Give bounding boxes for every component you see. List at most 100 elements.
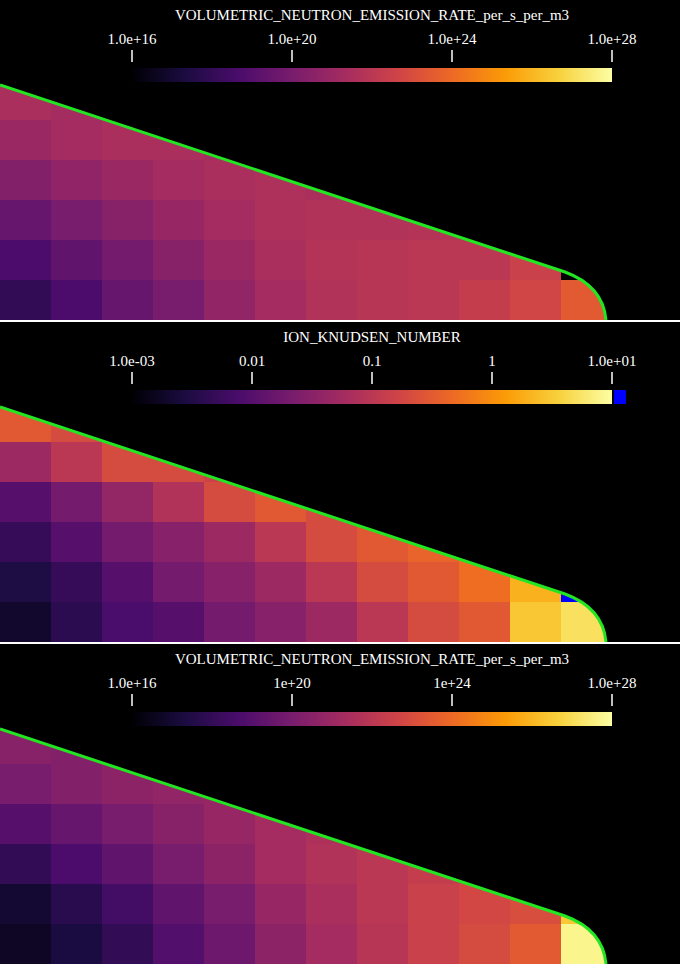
cell: [153, 602, 205, 643]
tick: [131, 694, 133, 706]
tick-label: 1e+20: [273, 675, 311, 691]
cell: [306, 724, 358, 765]
cell: [255, 522, 307, 563]
cell: [51, 522, 103, 563]
cell: [153, 442, 205, 483]
cell: [102, 280, 154, 321]
cell: [357, 160, 409, 201]
cell: [102, 482, 154, 523]
cell: [408, 884, 460, 925]
cell: [0, 844, 52, 885]
cell: [510, 724, 562, 765]
cell: [306, 924, 358, 964]
cell: [153, 804, 205, 845]
cell: [459, 442, 511, 483]
cell: [102, 924, 154, 964]
cell: [459, 844, 511, 885]
cell: [255, 924, 307, 964]
cell: [204, 280, 256, 321]
colorbar: [132, 390, 612, 404]
cell: [51, 240, 103, 281]
panel: VOLUMETRIC_NEUTRON_EMISSION_RATE_per_s_p…: [0, 7, 636, 321]
cell: [204, 602, 256, 643]
cell: [204, 80, 256, 121]
tick: [451, 694, 453, 706]
cell: [510, 522, 562, 563]
cell: [459, 280, 511, 321]
cell: [561, 80, 613, 121]
cell: [357, 482, 409, 523]
cell: [51, 764, 103, 805]
cell: [204, 844, 256, 885]
cell: [51, 442, 103, 483]
cell: [255, 884, 307, 925]
cell: [51, 402, 103, 443]
cell: [561, 200, 613, 241]
cell: [459, 804, 511, 845]
cell: [306, 884, 358, 925]
cell: [510, 804, 562, 845]
cell: [459, 764, 511, 805]
cell: [408, 482, 460, 523]
cell: [102, 80, 154, 121]
cell: [153, 120, 205, 161]
cell: [561, 482, 613, 523]
cell: [510, 442, 562, 483]
cell: [255, 240, 307, 281]
cell: [561, 522, 613, 563]
colorbar: [132, 68, 612, 82]
cell: [408, 120, 460, 161]
cell: [459, 402, 511, 443]
cell: [357, 884, 409, 925]
tick: [371, 372, 373, 384]
separator: [0, 642, 680, 644]
cell: [102, 562, 154, 603]
tick-label: 1.0e+28: [588, 31, 637, 47]
cell: [408, 160, 460, 201]
cell: [204, 724, 256, 765]
cell: [204, 402, 256, 443]
tick-label: 1: [488, 353, 496, 369]
cell: [459, 160, 511, 201]
cell: [510, 240, 562, 281]
cell: [408, 804, 460, 845]
cell: [357, 402, 409, 443]
tick: [451, 50, 453, 62]
cell: [51, 804, 103, 845]
cell: [510, 562, 562, 603]
cell: [510, 482, 562, 523]
separator: [0, 320, 680, 322]
tick-label: 1e+24: [433, 675, 471, 691]
cell: [357, 442, 409, 483]
cell: [255, 442, 307, 483]
cell: [102, 804, 154, 845]
cell: [153, 402, 205, 443]
colorbar-title: VOLUMETRIC_NEUTRON_EMISSION_RATE_per_s_p…: [175, 651, 569, 667]
cell: [204, 200, 256, 241]
cell: [510, 160, 562, 201]
cell: [459, 120, 511, 161]
cell: [153, 924, 205, 964]
colorbar: [132, 712, 612, 726]
cell: [0, 240, 52, 281]
cell: [357, 804, 409, 845]
cell: [408, 924, 460, 964]
cell: [459, 482, 511, 523]
cell: [306, 120, 358, 161]
cell: [51, 120, 103, 161]
colorbar-over: [614, 390, 626, 404]
cell: [306, 602, 358, 643]
cell: [408, 562, 460, 603]
cell: [153, 160, 205, 201]
cell: [561, 724, 613, 765]
panel: ION_KNUDSEN_NUMBER1.0e-030.010.111.0e+01: [0, 320, 680, 643]
tick: [611, 372, 613, 384]
cell: [102, 160, 154, 201]
boundary: [0, 407, 606, 642]
cell: [255, 764, 307, 805]
tick: [611, 50, 613, 62]
cell: [102, 402, 154, 443]
cell: [0, 160, 52, 201]
cell: [510, 120, 562, 161]
cell: [357, 120, 409, 161]
